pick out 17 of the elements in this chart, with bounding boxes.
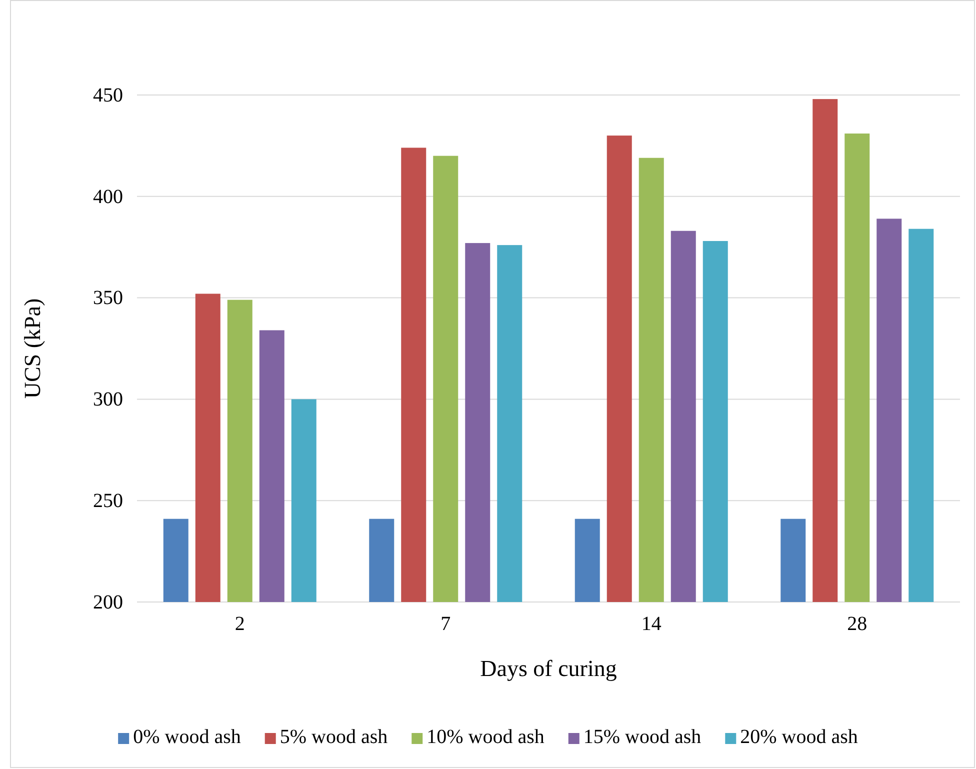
y-tick-label: 250 [93,490,123,512]
legend-label: 20% wood ash [740,726,858,748]
y-tick-label: 350 [93,287,123,310]
legend-label: 10% wood ash [426,726,544,748]
y-tick-label: 400 [93,186,123,208]
legend-label: 0% wood ash [133,726,241,748]
y-axis-title: UCS (kPa) [20,298,45,399]
x-tick-label: 14 [641,613,662,636]
legend-label: 15% wood ash [583,726,702,748]
x-tick-label: 2 [234,613,245,636]
y-tick-label: 300 [93,388,123,411]
y-tick-label: 450 [93,84,123,106]
x-tick-label: 7 [440,613,451,636]
x-tick-label: 28 [847,613,868,636]
y-tick-label: 200 [93,591,123,614]
x-axis-title: Days of curing [480,656,618,681]
legend-label: 5% wood ash [280,726,388,748]
